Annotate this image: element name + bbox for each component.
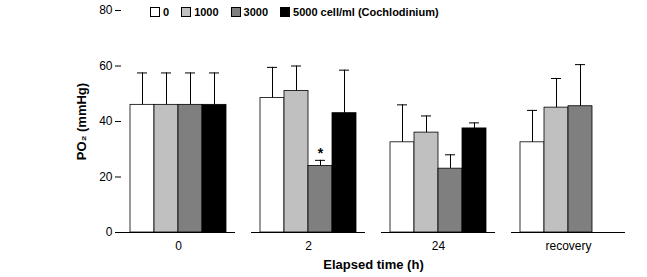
svg-text:40: 40 bbox=[99, 114, 113, 128]
svg-text:60: 60 bbox=[99, 59, 113, 73]
svg-text:2: 2 bbox=[305, 239, 312, 253]
html-text:0: 0 bbox=[163, 6, 170, 18]
svg-text:0: 0 bbox=[175, 239, 182, 253]
html-text:5000 cell/ml (Cochlodinium): 5000 cell/ml (Cochlodinium) bbox=[293, 6, 439, 18]
svg-text:0: 0 bbox=[106, 225, 113, 239]
svg-text:80: 80 bbox=[99, 3, 113, 17]
svg-text:*: * bbox=[318, 145, 324, 161]
svg-text:20: 20 bbox=[99, 170, 113, 184]
svg-text:24: 24 bbox=[432, 239, 446, 253]
svg-text:recovery: recovery bbox=[545, 239, 591, 253]
html-text:3000: 3000 bbox=[243, 6, 269, 18]
svg-text:Elapsed time (h): Elapsed time (h) bbox=[323, 257, 423, 272]
svg-text:PO₂ (mmHg): PO₂ (mmHg) bbox=[74, 83, 89, 160]
html-text:1000: 1000 bbox=[194, 6, 219, 18]
